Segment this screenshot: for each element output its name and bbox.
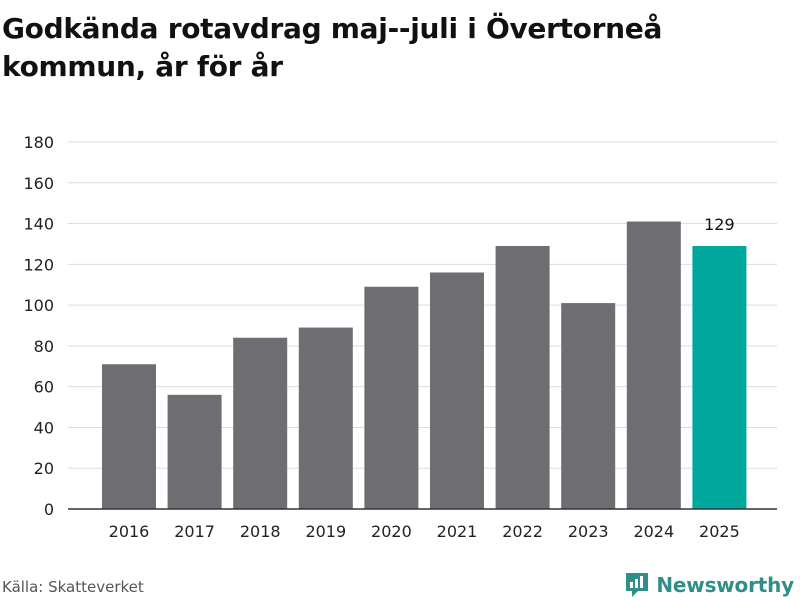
x-tick-label: 2023: [568, 522, 609, 541]
x-tick-label: 2024: [633, 522, 674, 541]
bar-2019: [298, 327, 353, 509]
brand-logo[interactable]: Newsworthy: [624, 570, 794, 600]
bar-2017: [167, 394, 222, 509]
y-tick-label: 100: [23, 296, 54, 315]
x-tick-label: 2025: [699, 522, 740, 541]
x-tick-label: 2017: [174, 522, 215, 541]
bar-2016: [102, 364, 156, 509]
y-tick-label: 60: [34, 378, 54, 397]
y-tick-label: 40: [34, 418, 54, 437]
y-tick-label: 180: [23, 133, 54, 152]
chart-title: Godkända rotavdrag maj--juli i Övertorne…: [2, 12, 663, 83]
brand-name: Newsworthy: [656, 573, 794, 597]
x-axis-tick-labels: 2016 2017 2018 2019 2020 2021 2022 2023 2024 2025: [109, 522, 740, 541]
newsworthy-logo-icon: [626, 573, 649, 597]
x-tick-label: 2022: [502, 522, 543, 541]
bar-2024: [626, 221, 681, 509]
data-labels: 129: [704, 215, 735, 234]
y-tick-label: 80: [34, 337, 54, 356]
y-tick-label: 140: [23, 215, 54, 234]
bars: [102, 221, 747, 509]
bar-2022: [495, 245, 550, 509]
x-tick-label: 2019: [305, 522, 346, 541]
y-tick-label: 160: [23, 174, 54, 193]
bar-2025: [692, 245, 747, 509]
bar-2018: [233, 337, 288, 509]
y-axis-tick-labels: 0 20 40 60 80 100 120 140 160 180: [23, 133, 54, 519]
bar-2020: [364, 286, 419, 509]
y-tick-label: 0: [44, 500, 54, 519]
bar-2023: [561, 303, 616, 509]
data-label: 129: [704, 215, 735, 234]
y-tick-label: 20: [34, 459, 54, 478]
x-tick-label: 2021: [437, 522, 478, 541]
source-note: Källa: Skatteverket: [2, 578, 144, 596]
x-tick-label: 2020: [371, 522, 412, 541]
y-tick-label: 120: [23, 255, 54, 274]
bar-2021: [430, 272, 484, 509]
x-tick-label: 2018: [240, 522, 281, 541]
x-tick-label: 2016: [109, 522, 150, 541]
